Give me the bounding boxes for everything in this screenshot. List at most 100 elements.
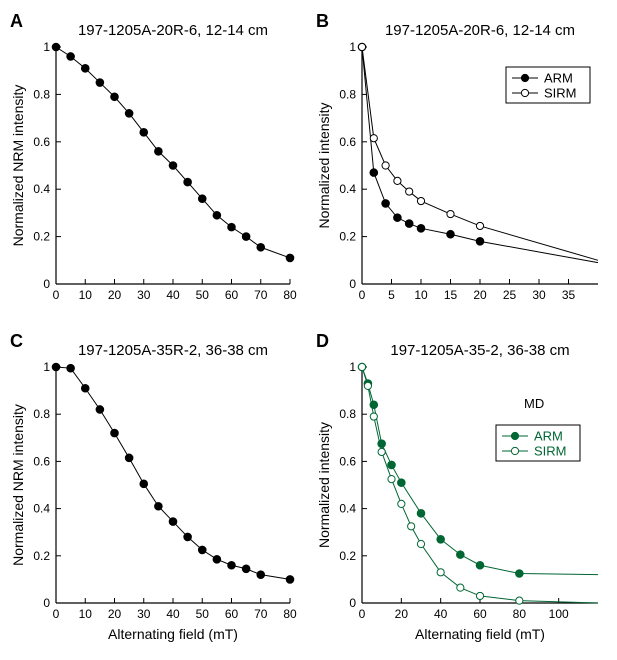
x-tick-label: 0 [359, 288, 366, 302]
x-tick-label: 40 [166, 607, 180, 621]
panel-label: A [10, 11, 23, 31]
x-tick-label: 30 [137, 607, 151, 621]
y-tick-label: 0.2 [33, 549, 50, 563]
data-point [377, 447, 386, 457]
data-point [139, 479, 149, 489]
legend-marker [520, 88, 530, 98]
x-axis-label: Alternating field (mT) [108, 626, 238, 642]
annotation: MD [524, 396, 544, 411]
data-point [515, 569, 524, 578]
data-point [95, 405, 105, 414]
x-tick-label: 60 [225, 607, 239, 621]
y-tick-label: 0.8 [339, 87, 356, 101]
x-tick-label: 0 [53, 288, 60, 302]
y-tick-label: 0 [349, 277, 356, 291]
x-tick-label: 70 [254, 607, 268, 621]
data-point [416, 196, 426, 206]
data-point [66, 363, 75, 373]
data-point [285, 253, 295, 263]
chart-title: 197-1205A-20R-6, 12-14 cm [385, 22, 575, 39]
data-point [416, 224, 426, 233]
panel-label: B [316, 11, 329, 31]
chart-title: 197-1205A-20R-6, 12-14 cm [78, 22, 268, 39]
x-tick-label: 80 [283, 607, 297, 621]
x-tick-label: 20 [108, 288, 122, 302]
x-tick-label: 40 [166, 288, 180, 302]
data-point [256, 242, 266, 252]
data-point [124, 109, 134, 118]
data-point [416, 539, 426, 549]
y-tick-label: 0.4 [33, 182, 50, 196]
data-point [51, 42, 61, 52]
y-tick-label: 1 [349, 40, 356, 54]
y-axis-label: Normalized NRM intensity [10, 85, 26, 247]
x-tick-label: 10 [79, 607, 93, 621]
y-tick-label: 0.4 [339, 502, 356, 516]
y-axis-label: Normalized intensity [316, 102, 332, 228]
data-point [446, 229, 455, 239]
data-point [110, 428, 119, 438]
data-point [397, 499, 406, 508]
chart-title: 197-1205A-35R-2, 36-38 cm [78, 342, 268, 359]
y-tick-label: 0.4 [33, 502, 50, 516]
x-tick-label: 0 [53, 607, 60, 621]
data-point [381, 161, 390, 170]
x-tick-label: 25 [503, 288, 517, 302]
data-point [436, 568, 445, 577]
y-tick-label: 0.6 [33, 454, 50, 468]
data-point [212, 555, 222, 564]
x-tick-label: 100 [549, 607, 569, 621]
legend-label: ARM [544, 71, 573, 86]
legend-marker [510, 446, 520, 456]
series-line [361, 366, 599, 576]
data-point [404, 219, 414, 228]
panel-label: D [316, 331, 329, 351]
y-tick-label: 0.6 [33, 135, 50, 149]
data-point [387, 460, 396, 470]
series-line [55, 46, 291, 259]
data-point [197, 545, 207, 555]
y-tick-label: 0.8 [33, 407, 50, 421]
y-tick-label: 0 [349, 596, 356, 610]
x-tick-label: 60 [473, 607, 487, 621]
data-point [51, 362, 61, 372]
data-point [456, 583, 465, 592]
y-tick-label: 0.2 [339, 549, 356, 563]
data-point [66, 52, 75, 61]
data-point [256, 570, 266, 579]
data-point [381, 199, 390, 208]
x-axis-label: Alternating field (mT) [415, 626, 545, 642]
data-point [183, 177, 192, 187]
data-point [363, 381, 372, 390]
y-tick-label: 1 [349, 360, 356, 374]
y-tick-label: 0 [43, 277, 50, 291]
x-tick-label: 5 [388, 288, 395, 302]
y-tick-label: 0.6 [339, 135, 356, 149]
x-tick-label: 80 [283, 288, 297, 302]
legend-label: ARM [534, 429, 563, 444]
data-point [405, 187, 414, 196]
data-point [369, 168, 379, 177]
data-point [475, 560, 485, 570]
chart-panel-a: A 197-1205A-20R-6, 12-14 cm 0 0.2 0.4 0.6 0.8 1… [10, 11, 297, 302]
data-point [241, 564, 251, 574]
data-point [154, 146, 163, 156]
y-tick-label: 1 [43, 40, 50, 54]
data-point [197, 194, 207, 203]
legend-label: SIRM [534, 444, 567, 459]
x-tick-label: 15 [444, 288, 458, 302]
chart-panel-d: D 197-1205A-35-2, 36-38 cm00.20.40.60.810… [316, 331, 599, 642]
data-point [124, 453, 134, 463]
x-tick-label: 0 [359, 607, 366, 621]
y-tick-label: 0.6 [339, 454, 356, 468]
series-line [55, 366, 291, 580]
x-tick-label: 40 [434, 607, 448, 621]
data-point [80, 383, 90, 393]
data-point [168, 161, 178, 170]
x-tick-label: 20 [395, 607, 409, 621]
data-point [393, 176, 402, 186]
data-point [168, 517, 178, 526]
